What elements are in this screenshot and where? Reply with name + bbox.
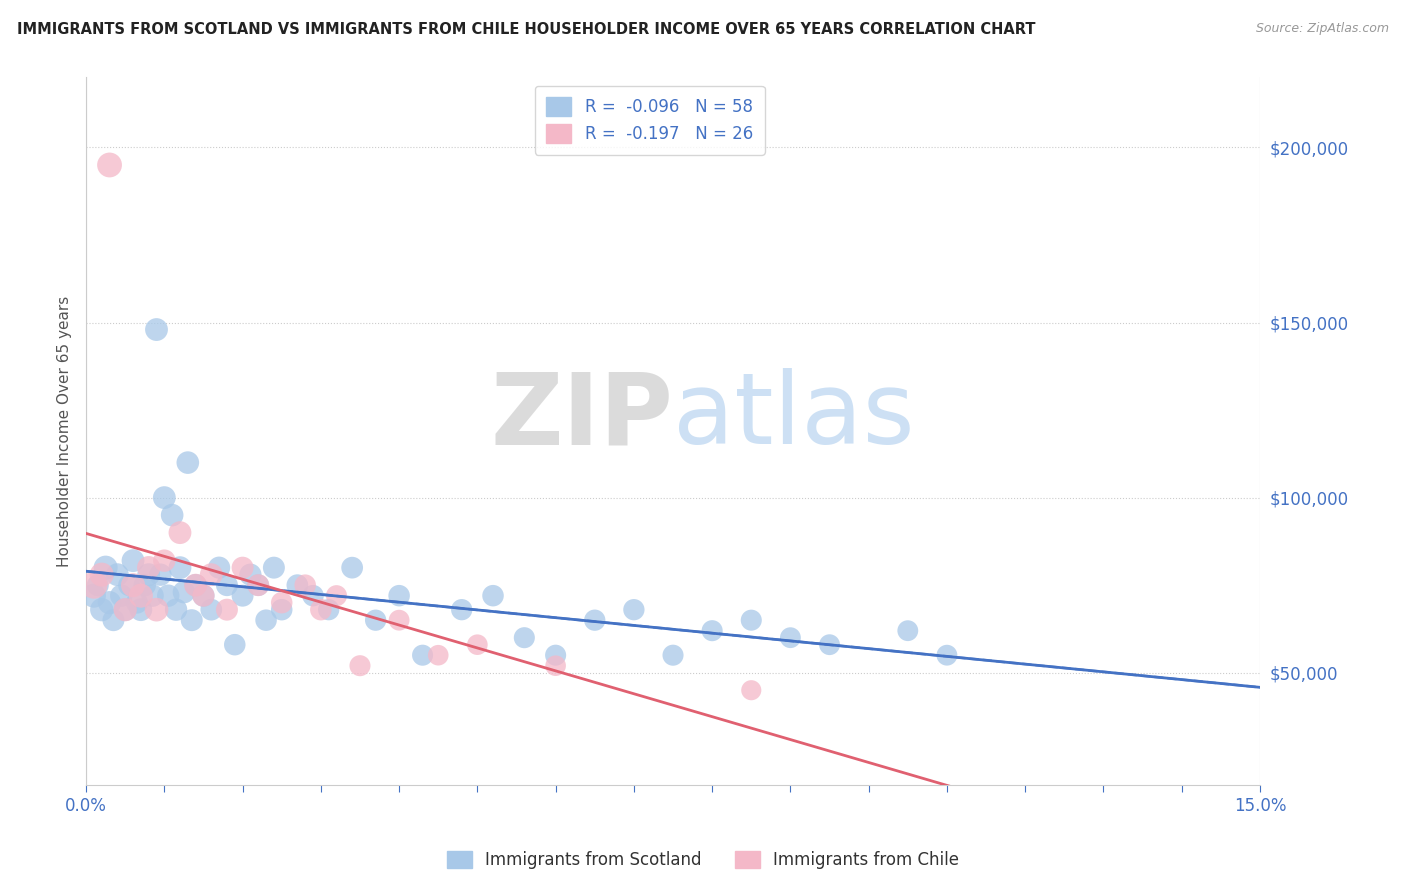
Point <box>145 322 167 336</box>
Point <box>122 578 145 592</box>
Point <box>662 648 685 663</box>
Point <box>138 560 160 574</box>
Point <box>388 613 411 627</box>
Point <box>232 589 254 603</box>
Point <box>105 567 128 582</box>
Point <box>193 589 215 603</box>
Point <box>239 567 262 582</box>
Point <box>177 456 200 470</box>
Point <box>157 589 180 603</box>
Point <box>129 602 152 616</box>
Point <box>145 602 167 616</box>
Point <box>325 589 347 603</box>
Point <box>294 578 316 592</box>
Text: IMMIGRANTS FROM SCOTLAND VS IMMIGRANTS FROM CHILE HOUSEHOLDER INCOME OVER 65 YEA: IMMIGRANTS FROM SCOTLAND VS IMMIGRANTS F… <box>17 22 1035 37</box>
Point <box>165 602 187 616</box>
Point <box>224 638 246 652</box>
Point <box>232 560 254 574</box>
Point <box>153 554 176 568</box>
Point <box>129 589 152 603</box>
Point <box>103 613 125 627</box>
Point <box>340 560 363 574</box>
Point <box>87 578 110 592</box>
Point <box>935 648 957 663</box>
Point <box>740 613 762 627</box>
Point <box>142 589 165 603</box>
Point <box>134 578 156 592</box>
Point <box>287 578 309 592</box>
Point <box>818 638 841 652</box>
Point <box>193 589 215 603</box>
Point <box>173 585 195 599</box>
Point <box>427 648 450 663</box>
Point <box>110 589 132 603</box>
Point <box>263 560 285 574</box>
Point <box>740 683 762 698</box>
Point <box>90 567 112 582</box>
Point <box>364 613 387 627</box>
Point <box>412 648 434 663</box>
Point <box>270 596 292 610</box>
Point <box>482 589 505 603</box>
Y-axis label: Householder Income Over 65 years: Householder Income Over 65 years <box>58 295 72 566</box>
Point <box>897 624 920 638</box>
Point <box>200 567 222 582</box>
Point <box>114 602 136 616</box>
Point <box>583 613 606 627</box>
Point <box>302 589 325 603</box>
Point <box>270 602 292 616</box>
Point <box>153 491 176 505</box>
Point <box>309 602 332 616</box>
Point <box>247 578 270 592</box>
Text: ZIP: ZIP <box>491 368 673 466</box>
Point <box>122 554 145 568</box>
Point <box>318 602 340 616</box>
Point <box>83 589 105 603</box>
Point <box>94 560 117 574</box>
Point <box>215 578 238 592</box>
Point <box>184 578 207 592</box>
Point <box>467 638 489 652</box>
Point <box>180 613 202 627</box>
Point <box>208 560 231 574</box>
Point <box>138 567 160 582</box>
Legend: Immigrants from Scotland, Immigrants from Chile: Immigrants from Scotland, Immigrants fro… <box>437 841 969 880</box>
Legend: R =  -0.096   N = 58, R =  -0.197   N = 26: R = -0.096 N = 58, R = -0.197 N = 26 <box>534 86 765 155</box>
Point <box>450 602 472 616</box>
Point <box>200 602 222 616</box>
Point <box>98 158 121 172</box>
Point <box>149 567 172 582</box>
Point <box>779 631 801 645</box>
Point <box>513 631 536 645</box>
Point <box>184 578 207 592</box>
Point <box>215 602 238 616</box>
Text: Source: ZipAtlas.com: Source: ZipAtlas.com <box>1256 22 1389 36</box>
Point <box>90 602 112 616</box>
Point <box>118 578 141 592</box>
Point <box>623 602 645 616</box>
Text: atlas: atlas <box>673 368 915 466</box>
Point <box>349 658 371 673</box>
Point <box>169 525 191 540</box>
Point <box>388 589 411 603</box>
Point <box>98 596 121 610</box>
Point <box>160 508 183 523</box>
Point <box>544 648 567 663</box>
Point <box>702 624 724 638</box>
Point <box>169 560 191 574</box>
Point <box>83 578 105 592</box>
Point <box>247 578 270 592</box>
Point <box>125 596 148 610</box>
Point <box>544 658 567 673</box>
Point <box>114 602 136 616</box>
Point <box>254 613 277 627</box>
